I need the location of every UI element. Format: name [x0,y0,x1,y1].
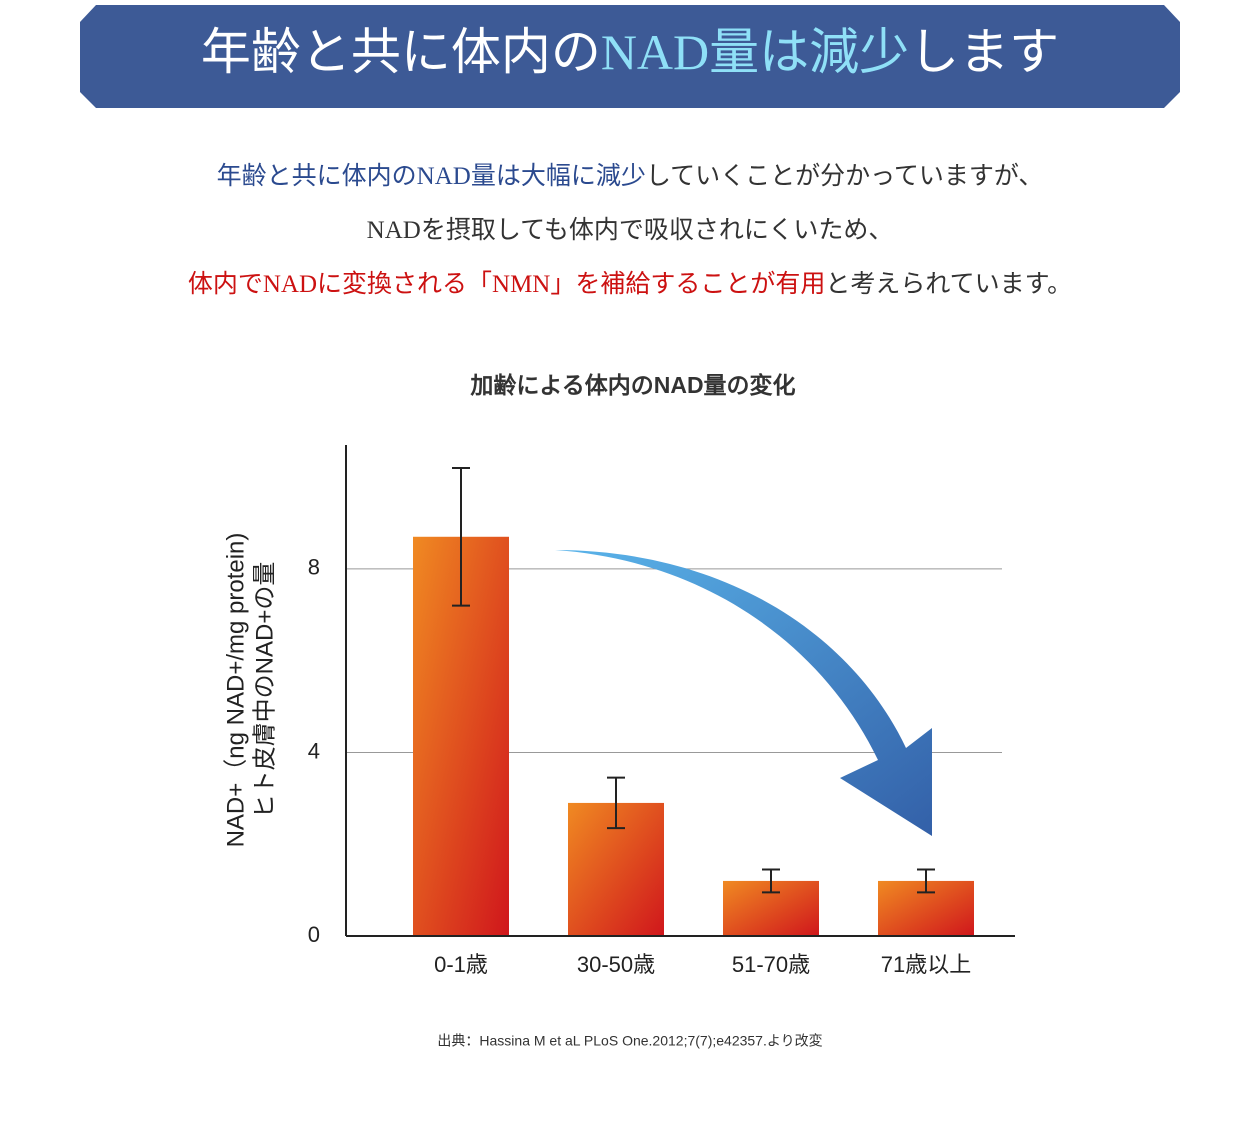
y-tick-label: 4 [308,738,320,763]
banner-segment: します [909,24,1059,80]
text-segment: と考えられています。 [825,270,1072,298]
text-segment: NADを摂取しても体内で吸収されにくいため、 [367,216,894,244]
text-segment: 体内でNADに変換される「NMN」を補給することが有用 [188,270,826,298]
paragraph-line: NADを摂取しても体内で吸収されにくいため、 [367,216,894,244]
y-axis-label: ヒト皮膚中のNAD+の量 [251,562,278,819]
text-segment: 年齢と共に体内のNAD量は大幅に減少 [217,162,646,190]
error-bar [917,868,935,894]
banner-bg [80,5,1180,108]
banner-title: 年齢と共に体内のNAD量は減少します [201,24,1059,80]
y-tick-label: 0 [308,922,320,947]
y-tick-label: 8 [308,555,320,580]
text-segment: していくことが分かっていますが、 [646,162,1044,190]
plot: 0 4 8 0-1歳 30-50歳 51-70歳 71歳以上 NAD+（ng NAD+/mg … [222,445,1015,977]
paragraph: 年齢と共に体内のNAD量は大幅に減少していくことが分かっていますが、 NADを摂取… [188,162,1072,298]
y-axis-label: NAD+（ng NAD+/mg protein) [222,533,249,848]
error-bar [607,776,625,830]
paragraph-line: 年齢と共に体内のNAD量は大幅に減少していくことが分かっていますが、 [217,162,1044,190]
banner-segment: 年齢と共に体内の [201,24,601,80]
x-tick-label: 71歳以上 [881,952,971,977]
x-tick-label: 0-1歳 [434,952,488,977]
x-tick-label: 30-50歳 [577,952,655,977]
banner-segment: NAD量は減少 [601,24,909,80]
paragraph-line: 体内でNADに変換される「NMN」を補給することが有用と考えられています。 [188,270,1072,298]
error-bar [452,466,470,607]
source-note: 出典：Hassina M et aL PLoS One.2012;7(7);e4… [437,1033,822,1049]
trend-arrow [555,550,932,836]
chart-title: 加齢による体内のNAD量の変化 [469,372,795,398]
x-tick-label: 51-70歳 [732,952,810,977]
error-bar [762,868,780,894]
